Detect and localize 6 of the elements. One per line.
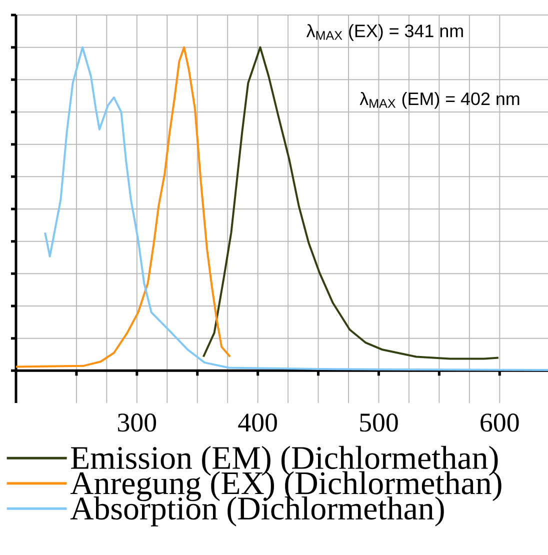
annotation: λ$_{MAX}$ (EM) = 402 nm bbox=[360, 92, 520, 109]
text: λ$_{MAX}$ (EX) = 341 nm bbox=[306, 24, 463, 41]
x-tick-label: 400 bbox=[238, 414, 277, 432]
x-tick-label: 300 bbox=[118, 414, 156, 432]
x-tick-label: 600 bbox=[480, 414, 519, 432]
x-tick-label: 500 bbox=[360, 414, 398, 432]
